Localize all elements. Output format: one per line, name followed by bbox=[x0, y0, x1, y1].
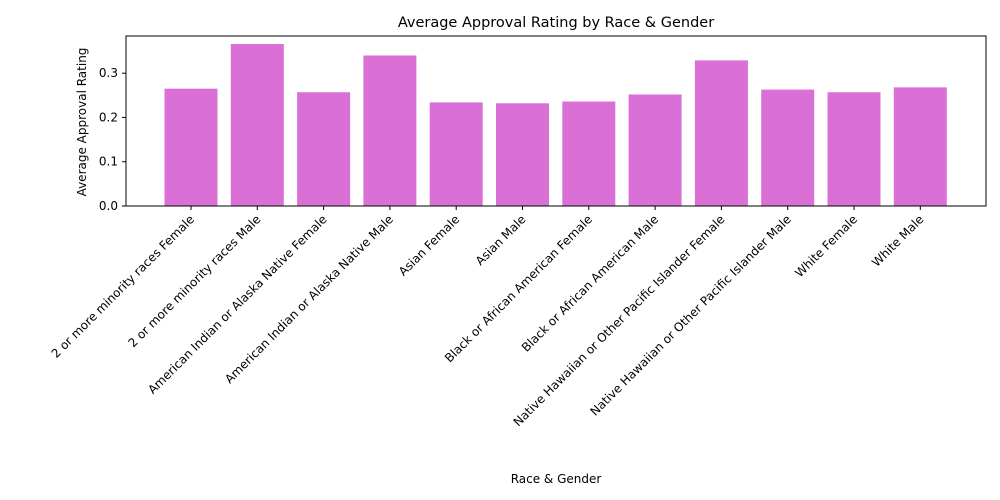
y-tick-label: 0.1 bbox=[99, 155, 118, 169]
x-axis-label: Race & Gender bbox=[511, 472, 602, 486]
x-tick-label: Asian Male bbox=[473, 212, 529, 268]
y-axis-label: Average Approval Rating bbox=[75, 48, 89, 197]
y-tick-label: 0.2 bbox=[99, 110, 118, 124]
plot-frame bbox=[125, 35, 987, 207]
x-tick-label: 2 or more minority races Female bbox=[49, 212, 198, 361]
x-tick-label: Black or African American Male bbox=[519, 212, 661, 354]
y-tick-label: 0.0 bbox=[99, 199, 118, 213]
x-tick-label: Asian Female bbox=[396, 212, 462, 278]
bar bbox=[297, 92, 351, 206]
bar bbox=[363, 55, 417, 206]
bar bbox=[827, 92, 881, 206]
y-tick-label: 0.3 bbox=[99, 66, 118, 80]
bar bbox=[230, 43, 284, 206]
bar bbox=[628, 94, 682, 206]
chart-title: Average Approval Rating by Race & Gender bbox=[398, 15, 714, 31]
bar bbox=[429, 102, 483, 206]
bar bbox=[893, 87, 947, 206]
y-axis-ticks: 0.0 0.1 0.2 0.3 bbox=[99, 66, 126, 213]
bar bbox=[496, 103, 549, 206]
x-tick-label: White Female bbox=[792, 212, 860, 280]
bar bbox=[164, 88, 218, 206]
x-tick-label: White Male bbox=[869, 212, 926, 269]
bar bbox=[694, 60, 748, 207]
bar bbox=[562, 101, 616, 206]
bar bbox=[761, 89, 815, 206]
x-tick-label: 2 or more minority races Male bbox=[125, 212, 263, 350]
x-tick-label: Black or African American Female bbox=[442, 212, 595, 365]
bars-group bbox=[164, 43, 947, 207]
